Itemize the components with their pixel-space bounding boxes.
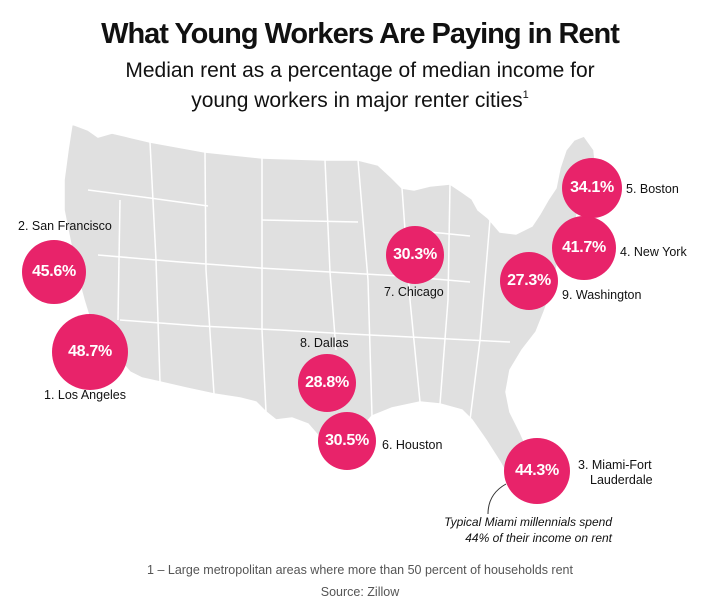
annotation-line-1: Typical Miami millennials spend (444, 515, 612, 529)
state-border (357, 159, 373, 417)
city-label-boston: 5. Boston (626, 182, 679, 196)
state-border (204, 151, 215, 395)
city-label-chicago: 7. Chicago (384, 285, 444, 299)
chart-title: What Young Workers Are Paying in Rent (101, 18, 620, 50)
state-border (401, 187, 421, 403)
value-bubble-new-york: 41.7% (552, 216, 616, 280)
city-label-houston: 6. Houston (382, 438, 443, 452)
value-bubble-los-angeles: 48.7% (52, 314, 128, 390)
state-border (117, 199, 121, 321)
city-label-miami: 3. Miami-Fort Lauderdale (578, 458, 653, 488)
city-label-miami-line-1: 3. Miami-Fort (578, 458, 652, 472)
city-label-dallas: 8. Dallas (300, 336, 349, 350)
annotation-line-2: 44% of their income on rent (465, 531, 612, 545)
miami-annotation: Typical Miami millennials spend 44% of t… (420, 514, 612, 546)
chart-subtitle: Median rent as a percentage of median in… (100, 58, 620, 113)
value-bubble-houston: 30.5% (318, 412, 376, 470)
subtitle-line-2: young workers in major renter cities (191, 89, 523, 112)
city-label-los-angeles: 1. Los Angeles (44, 388, 127, 402)
state-border (439, 183, 451, 405)
state-borders (87, 141, 511, 421)
city-label-miami-line-2: Lauderdale (590, 473, 653, 487)
state-border (324, 159, 337, 351)
city-label-san-francisco: 2. San Francisco (18, 219, 112, 233)
value-bubble-boston: 34.1% (562, 158, 622, 218)
value-bubble-miami: 44.3% (504, 438, 570, 504)
source-credit: Source: Zillow (320, 585, 400, 599)
city-label-new-york: 4. New York (620, 245, 687, 259)
state-border (149, 141, 161, 383)
value-bubble-chicago: 30.3% (386, 226, 444, 284)
subtitle-line-1: Median rent as a percentage of median in… (125, 59, 595, 82)
value-bubble-dallas: 28.8% (298, 354, 356, 412)
state-border (261, 219, 359, 223)
subtitle-footnote-marker: 1 (522, 89, 529, 101)
footnote: 1 – Large metropolitan areas where more … (147, 563, 573, 577)
leader-line (487, 483, 507, 515)
state-border (261, 158, 267, 413)
value-bubble-washington: 27.3% (500, 252, 558, 310)
state-border (119, 319, 511, 343)
state-border (87, 189, 209, 207)
us-map-outline (63, 122, 597, 487)
value-bubble-san-francisco: 45.6% (22, 240, 86, 304)
state-border (469, 219, 491, 421)
city-label-washington: 9. Washington (562, 288, 642, 302)
